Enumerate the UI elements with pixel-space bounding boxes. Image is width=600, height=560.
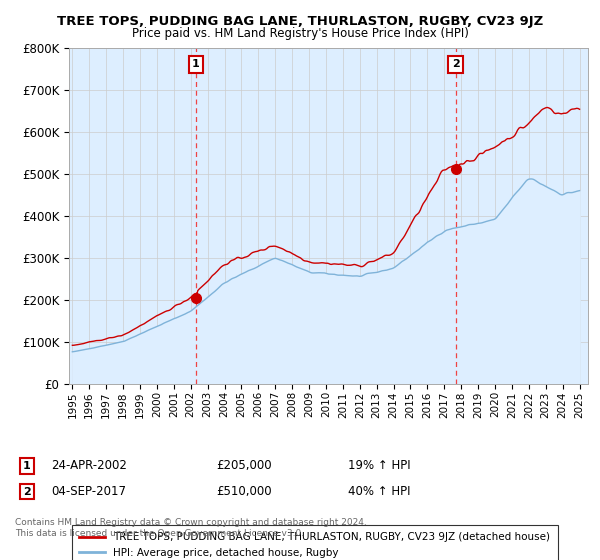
Text: 24-APR-2002: 24-APR-2002 (51, 459, 127, 473)
Text: Price paid vs. HM Land Registry's House Price Index (HPI): Price paid vs. HM Land Registry's House … (131, 27, 469, 40)
Text: 04-SEP-2017: 04-SEP-2017 (51, 485, 126, 498)
Text: 1: 1 (192, 59, 200, 69)
Text: Contains HM Land Registry data © Crown copyright and database right 2024.: Contains HM Land Registry data © Crown c… (15, 518, 367, 527)
Text: 40% ↑ HPI: 40% ↑ HPI (348, 485, 410, 498)
Text: £510,000: £510,000 (216, 485, 272, 498)
Text: TREE TOPS, PUDDING BAG LANE, THURLASTON, RUGBY, CV23 9JZ: TREE TOPS, PUDDING BAG LANE, THURLASTON,… (57, 15, 543, 27)
Text: £205,000: £205,000 (216, 459, 272, 473)
Text: 2: 2 (452, 59, 460, 69)
Text: 1: 1 (23, 461, 31, 471)
Text: 2: 2 (23, 487, 31, 497)
Legend: TREE TOPS, PUDDING BAG LANE, THURLASTON, RUGBY, CV23 9JZ (detached house), HPI: : TREE TOPS, PUDDING BAG LANE, THURLASTON,… (71, 525, 557, 560)
Text: 19% ↑ HPI: 19% ↑ HPI (348, 459, 410, 473)
Text: This data is licensed under the Open Government Licence v3.0.: This data is licensed under the Open Gov… (15, 529, 304, 538)
